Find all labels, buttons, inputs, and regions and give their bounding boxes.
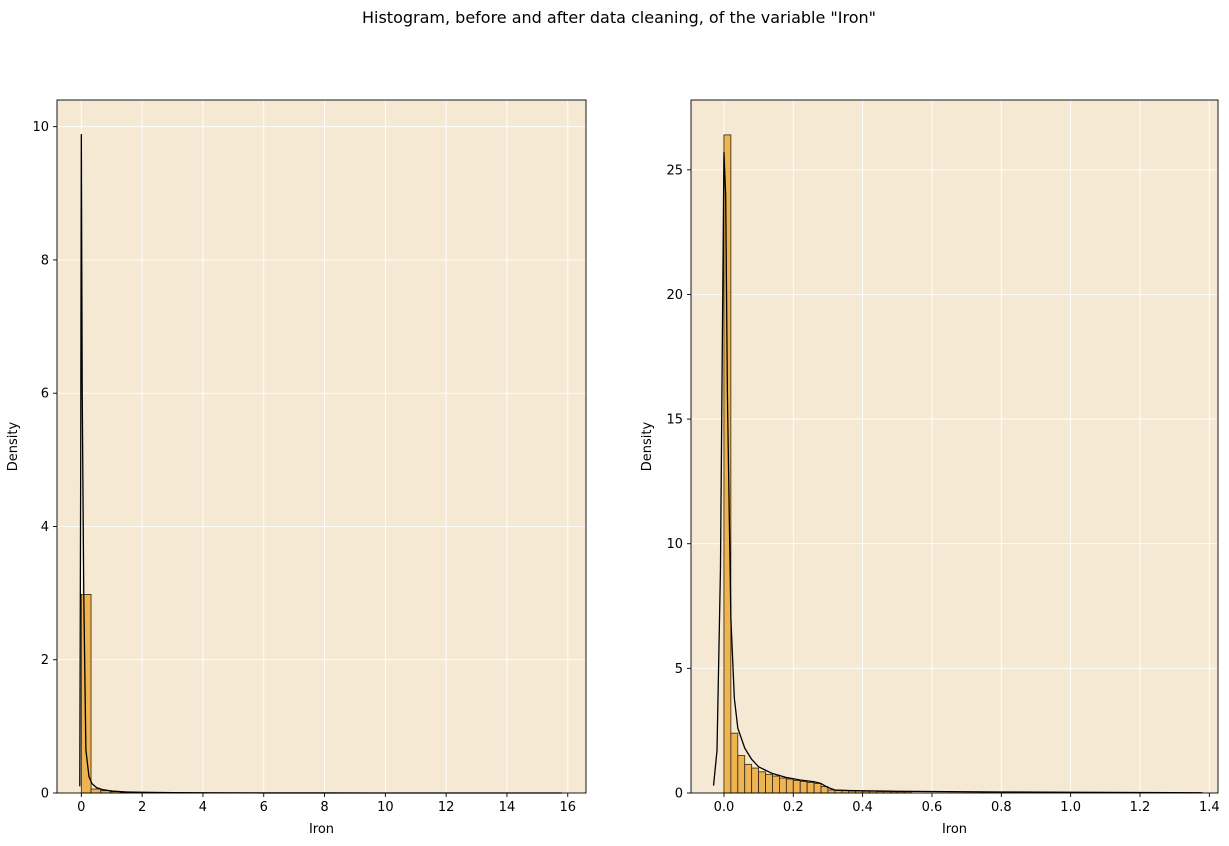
x-tick-label: 0.6 (922, 800, 943, 815)
histogram-bar (772, 775, 780, 794)
axes-background (57, 100, 586, 793)
axes-background (691, 100, 1218, 793)
y-tick-label: 2 (41, 653, 49, 668)
x-tick-label: 0.4 (852, 800, 873, 815)
histogram-bar (792, 780, 801, 794)
histogram-bar (806, 782, 815, 794)
histogram-bar (751, 767, 760, 794)
histogram-bar (744, 763, 753, 794)
histogram-bar (80, 594, 92, 794)
y-tick-label: 20 (666, 288, 683, 303)
histogram-bar (785, 778, 794, 794)
y-tick-label: 6 (41, 387, 49, 402)
x-tick-label: 2 (138, 800, 146, 815)
y-tick-label: 15 (666, 413, 683, 428)
x-tick-label: 0 (77, 800, 85, 815)
x-tick-label: 10 (377, 800, 394, 815)
y-tick-label: 0 (675, 787, 683, 802)
histogram-before-cleaning: 0 2 4 6 8 10 12 14 16 0 2 4 6 8 10 Iron Density (6, 99, 587, 837)
axes-frame (56, 99, 587, 794)
histogram-bar (765, 773, 773, 794)
x-tick-label: 12 (438, 800, 455, 815)
kde-line (712, 151, 1203, 794)
x-tick-label: 1.2 (1130, 800, 1151, 815)
figure-suptitle: Histogram, before and after data cleanin… (362, 8, 876, 27)
x-tick-label: 4 (199, 800, 207, 815)
y-axis-label: Density (6, 421, 21, 471)
axes-frame (690, 99, 1219, 794)
histogram-bar (813, 783, 822, 794)
histogram-bar (90, 788, 102, 794)
y-tick-label: 0 (41, 787, 49, 802)
x-axis-label: Iron (942, 822, 967, 837)
x-tick-label: 6 (260, 800, 268, 815)
histogram-after-cleaning: 0.0 0.2 0.4 0.6 0.8 1.0 1.2 1.4 0 5 10 15 20 25 Iron De… (640, 99, 1220, 837)
y-axis-label: Density (640, 421, 655, 471)
histogram-bar (723, 134, 732, 794)
histogram-bar (737, 755, 746, 794)
x-tick-label: 1.0 (1060, 800, 1081, 815)
x-tick-label: 0.8 (991, 800, 1012, 815)
histogram-bar (779, 777, 787, 794)
histogram-bar (758, 771, 766, 794)
y-tick-label: 10 (666, 537, 683, 552)
y-tick-label: 8 (41, 253, 49, 268)
x-tick-label: 0.0 (714, 800, 735, 815)
x-tick-label: 0.2 (783, 800, 804, 815)
x-tick-label: 14 (499, 800, 516, 815)
histogram-bar (799, 781, 808, 794)
y-tick-label: 10 (32, 120, 49, 135)
y-tick-label: 4 (41, 520, 49, 535)
x-tick-label: 16 (559, 800, 576, 815)
y-tick-label: 25 (666, 163, 683, 178)
x-axis-label: Iron (309, 822, 334, 837)
histogram-bar (730, 732, 739, 794)
x-tick-label: 8 (320, 800, 328, 815)
x-tick-label: 1.4 (1199, 800, 1220, 815)
y-tick-label: 5 (675, 662, 683, 677)
